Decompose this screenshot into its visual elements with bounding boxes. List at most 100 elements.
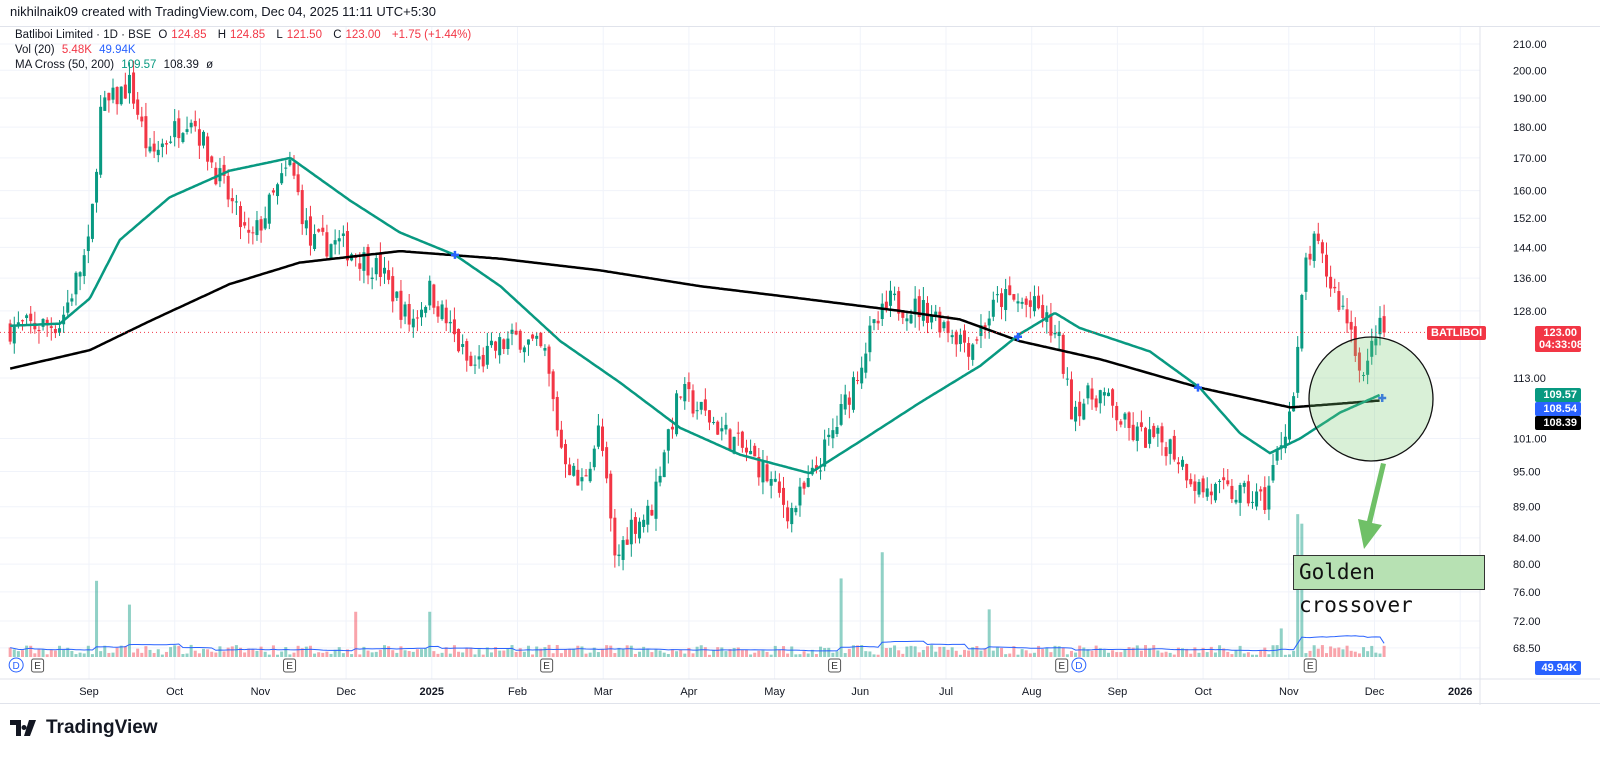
candle-body	[666, 429, 670, 451]
candle-body	[983, 325, 987, 329]
candle-body	[1275, 450, 1279, 461]
candle-body	[584, 475, 588, 477]
volume-bar	[197, 653, 201, 657]
candle-body	[428, 280, 432, 306]
candle-body	[70, 298, 74, 302]
volume-bar	[707, 654, 711, 657]
candle-body	[358, 263, 362, 269]
volume-bar	[49, 649, 53, 657]
candle-body	[991, 299, 995, 317]
candle-body	[613, 517, 617, 556]
volume-bar	[415, 649, 419, 657]
candle-body	[239, 205, 243, 228]
candle-body	[777, 481, 781, 493]
volume-bar	[950, 647, 954, 657]
candle-body	[601, 426, 605, 451]
candle-body	[794, 507, 798, 513]
volume-bar	[613, 653, 617, 657]
ma-cross-legend[interactable]: MA Cross (50, 200) 109.57 108.39 ø	[15, 59, 217, 71]
candle-body	[1246, 481, 1250, 504]
volume-bar	[1024, 650, 1028, 657]
candle-body	[744, 447, 748, 453]
candle-body	[123, 84, 127, 99]
candle-body	[1008, 285, 1012, 296]
candle-body	[16, 322, 20, 326]
candle-body	[1296, 346, 1300, 393]
candle-body	[543, 348, 547, 351]
volume-bar	[1308, 650, 1312, 657]
volume-bar	[489, 652, 493, 657]
symbol-legend: Batliboi Limited · 1D · BSE O 124.85 H 124…	[15, 29, 475, 41]
volume-bar	[938, 646, 942, 657]
volume-bar	[814, 654, 818, 657]
volume-bar	[880, 552, 884, 657]
candle-body	[851, 377, 855, 410]
candle-body	[25, 315, 29, 319]
y-tick-label: 144.00	[1513, 242, 1547, 254]
candle-body	[703, 399, 707, 411]
volume-bar	[1337, 647, 1341, 657]
volume-bar	[987, 609, 991, 657]
volume-bar	[432, 651, 436, 657]
candle-body	[366, 246, 370, 276]
y-tick-label: 113.00	[1513, 373, 1546, 385]
candle-body	[761, 461, 765, 483]
volume-bar	[465, 648, 469, 657]
candle-body	[1337, 291, 1341, 310]
volume-bar	[119, 645, 123, 657]
candle-body	[736, 432, 740, 434]
volume-bar	[428, 611, 432, 657]
event-letter: D	[13, 661, 20, 672]
volume-bar	[123, 646, 127, 657]
earnings-marker	[1055, 658, 1069, 673]
volume-bar	[757, 650, 761, 657]
volume-bar	[1156, 650, 1160, 657]
candle-body	[1362, 374, 1366, 376]
golden-crossover-label[interactable]: Golden crossover	[1293, 555, 1485, 617]
close-label: C	[333, 29, 342, 41]
volume-bar	[773, 645, 777, 657]
candle-body	[1065, 378, 1069, 380]
volume-bar	[963, 649, 967, 657]
volume-bar	[629, 645, 633, 657]
candle-body	[1082, 403, 1086, 420]
volume-bar	[12, 649, 16, 657]
candle-body	[325, 232, 329, 257]
volume-bar	[777, 649, 781, 657]
candle-body	[913, 298, 917, 315]
candle-body	[868, 325, 872, 353]
volume-bar	[839, 578, 843, 657]
candle-body	[1308, 253, 1312, 260]
candle-body	[934, 311, 938, 317]
volume-legend[interactable]: Vol (20) 5.48K 49.94K	[15, 44, 140, 56]
volume-bar	[1078, 645, 1082, 657]
candle-body	[370, 277, 374, 279]
volume-bar	[691, 653, 695, 657]
volume-bar	[1176, 647, 1180, 657]
chart-frame[interactable]: 210.00 200.00 190.00 180.00 170.00 160.00 152.…	[0, 26, 1600, 705]
ma200-line	[9, 249, 1380, 409]
candle-body	[1197, 481, 1201, 495]
volume-bar	[33, 653, 37, 657]
candle-body	[345, 231, 349, 261]
candle-body	[1370, 340, 1374, 357]
volume-bar	[510, 645, 514, 657]
volume-bar	[103, 645, 107, 657]
price-chart[interactable]: 210.00 200.00 190.00 180.00 170.00 160.00 152.…	[0, 27, 1600, 705]
volume-bar	[683, 653, 687, 657]
tradingview-logo[interactable]: TradingView	[10, 717, 158, 739]
volume-bar	[946, 649, 950, 657]
earnings-event-icon: E	[283, 658, 297, 673]
volume-bar	[917, 652, 921, 657]
candle-body	[963, 330, 967, 343]
last-price-tag: 123.00 04:33:08	[1535, 326, 1583, 352]
volume-bar	[86, 645, 90, 657]
volume-bar	[502, 650, 506, 657]
volume-bar	[1181, 648, 1185, 657]
candle-body	[1069, 379, 1073, 420]
volume-bar	[378, 649, 382, 657]
volume-bar	[132, 652, 136, 657]
event-letter: D	[1075, 661, 1082, 672]
candle-body	[1255, 491, 1259, 507]
volume-bar	[543, 647, 547, 657]
